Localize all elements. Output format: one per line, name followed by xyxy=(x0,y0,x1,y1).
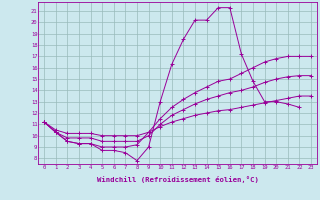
X-axis label: Windchill (Refroidissement éolien,°C): Windchill (Refroidissement éolien,°C) xyxy=(97,176,259,183)
